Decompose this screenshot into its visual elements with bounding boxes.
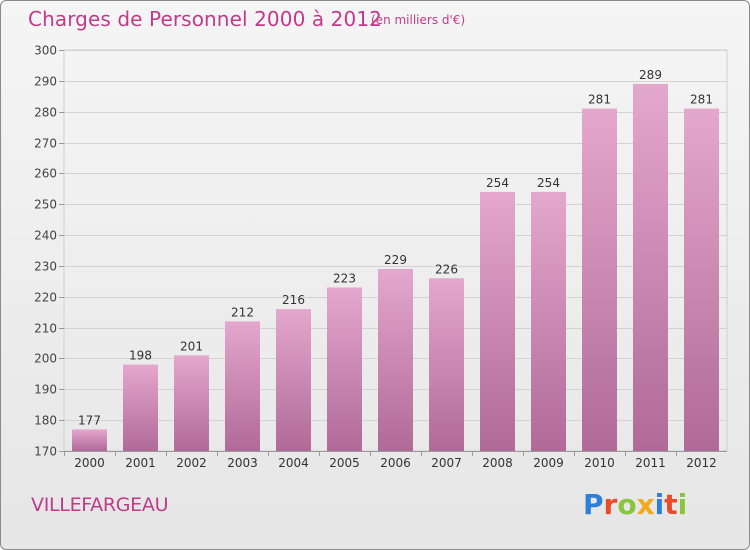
bar-value-label: 216: [282, 293, 305, 307]
x-tick-label: 2001: [125, 456, 156, 470]
bar-value-label: 201: [180, 339, 203, 353]
chart-title: Charges de Personnel 2000 à 2012: [28, 7, 382, 31]
x-tick-label: 2003: [227, 456, 258, 470]
chart-unit: (en milliers d'€): [371, 13, 466, 27]
bar: [582, 108, 617, 451]
bar: [72, 429, 107, 451]
proxiti-logo: Proxiti: [583, 488, 687, 521]
bar-value-label: 281: [588, 93, 611, 107]
bar-value-label: 254: [537, 176, 560, 190]
x-tick-label: 2004: [278, 456, 309, 470]
y-tick-label: 300: [34, 44, 57, 58]
x-tick-label: 2008: [482, 456, 513, 470]
bar: [327, 287, 362, 451]
bar: [429, 278, 464, 451]
logo-letter: x: [636, 488, 655, 521]
commune-name: VILLEFARGEAU: [31, 494, 169, 516]
y-tick-label: 190: [34, 383, 57, 397]
logo-letter: P: [583, 488, 604, 521]
x-tick-label: 2006: [380, 456, 411, 470]
y-tick-label: 220: [34, 291, 57, 305]
y-tick-label: 280: [34, 106, 57, 120]
bar-value-label: 289: [639, 68, 662, 82]
bar-value-label: 223: [333, 272, 356, 286]
logo-letter: i: [677, 488, 688, 521]
bar-value-label: 281: [690, 93, 713, 107]
y-tick-label: 250: [34, 198, 57, 212]
x-tick-label: 2011: [635, 456, 666, 470]
x-tick-label: 2007: [431, 456, 462, 470]
logo-letter: i: [654, 488, 665, 521]
x-tick-label: 2010: [584, 456, 615, 470]
logo-letter: r: [603, 488, 618, 521]
y-tick-label: 210: [34, 322, 57, 336]
bar: [684, 108, 719, 451]
y-tick-label: 240: [34, 229, 57, 243]
bar-value-label: 226: [435, 262, 458, 276]
x-tick-label: 2009: [533, 456, 564, 470]
bar: [276, 309, 311, 451]
x-tick-label: 2012: [686, 456, 717, 470]
y-axis-ticks: 170 180 190 200 210 220 230 240 250 260 270 280 290 3…: [34, 44, 64, 459]
y-tick-label: 200: [34, 352, 57, 366]
x-tick-label: 2002: [176, 456, 207, 470]
x-tick-label: 2000: [74, 456, 105, 470]
logo-letter: t: [664, 488, 678, 521]
bar: [633, 83, 668, 452]
bar: [225, 321, 260, 451]
bar-value-label: 198: [129, 349, 152, 363]
bar: [480, 191, 515, 451]
data-labels: 177 198 201 212 216 223 229 226 254 254 281 289 281: [78, 68, 713, 427]
bar-value-label: 177: [78, 413, 101, 427]
x-tick-label: 2005: [329, 456, 360, 470]
bar-value-label: 229: [384, 253, 407, 267]
y-tick-label: 260: [34, 167, 57, 181]
bar: [174, 355, 209, 451]
bar: [531, 191, 566, 451]
bar-value-label: 254: [486, 176, 509, 190]
y-tick-label: 170: [34, 445, 57, 459]
bar: [378, 269, 413, 451]
y-tick-label: 270: [34, 137, 57, 151]
y-tick-label: 180: [34, 414, 57, 428]
bars: [72, 83, 719, 452]
x-axis-ticks: 2000 2001 2002 2003 2004 2005 2006 2007 2008 2009…: [64, 451, 717, 470]
y-tick-label: 230: [34, 260, 57, 274]
logo-letter: o: [617, 488, 637, 521]
bar-value-label: 212: [231, 305, 254, 319]
y-tick-label: 290: [34, 75, 57, 89]
bar: [123, 364, 158, 451]
